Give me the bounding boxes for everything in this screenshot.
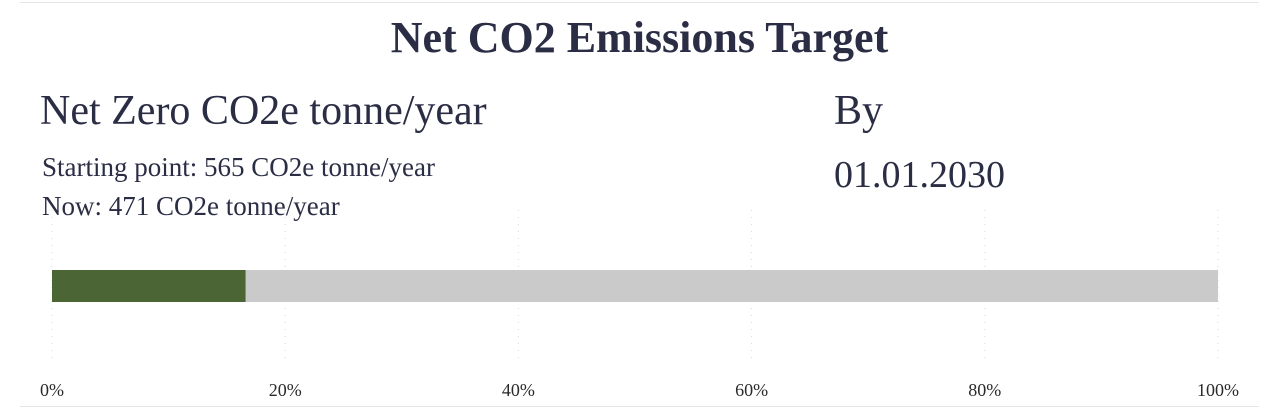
progress-track [52,270,1218,302]
chart-title: Net CO2 Emissions Target [390,13,889,62]
x-axis-ticks: 0% 20% 40% 60% 80% 100% [40,380,1239,400]
bottom-divider [20,406,1259,407]
x-tick-label: 40% [502,380,535,400]
x-tick-label: 60% [735,380,768,400]
x-tick-label: 20% [269,380,302,400]
x-tick-label: 0% [40,380,64,400]
top-divider [20,2,1259,3]
target-date: 01.01.2030 [834,154,1005,196]
progress-fill [52,270,246,302]
starting-point-label: Starting point: 565 CO2e tonne/year [42,152,435,182]
x-tick-label: 80% [968,380,1001,400]
now-label: Now: 471 CO2e tonne/year [42,191,340,221]
target-label: Net Zero CO2e tonne/year [40,88,487,134]
by-label: By [834,88,884,134]
x-tick-label: 100% [1197,380,1239,400]
progress-bar-group [52,270,1218,302]
